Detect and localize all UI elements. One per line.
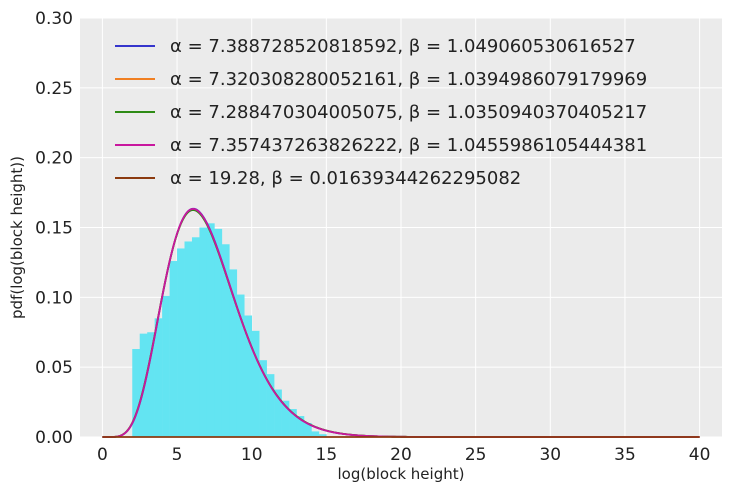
y-tick-label: 0.05	[35, 358, 73, 378]
histogram-bar	[191, 237, 200, 437]
legend-label-5: α = 19.28, β = 0.01639344262295082	[170, 168, 521, 189]
series-lines	[102, 207, 700, 438]
tick-labels: 0 5 10 15 20 25 30 35 40 0.00 0.05 0.10 0.15 0.20 0.25…	[35, 9, 710, 465]
x-axis-label: log(block height)	[338, 465, 465, 483]
y-tick-label: 0.30	[35, 9, 73, 29]
histogram-bar	[132, 349, 141, 437]
x-tick-label: 40	[689, 445, 711, 465]
histogram-bar	[184, 241, 193, 437]
x-tick-label: 10	[241, 445, 263, 465]
histogram-bar	[259, 360, 267, 437]
histogram-bar	[274, 389, 282, 437]
y-tick-label: 0.25	[35, 79, 73, 99]
legend-label-3: α = 7.288470304005075, β = 1.03509403704…	[170, 102, 647, 123]
y-tick-label: 0.00	[35, 428, 73, 448]
histogram-bar	[177, 248, 185, 437]
histogram-bar	[162, 295, 170, 437]
histogram-bar	[244, 315, 252, 437]
x-tick-label: 0	[97, 445, 108, 465]
histogram-bar	[296, 416, 305, 437]
x-tick-label: 15	[316, 445, 338, 465]
y-tick-label: 0.20	[35, 149, 73, 169]
histogram-bar	[251, 330, 260, 437]
histogram-bar	[303, 423, 312, 437]
histogram	[132, 223, 327, 437]
histogram-bar	[206, 223, 215, 437]
legend-label-2: α = 7.320308280052161, β = 1.03949860791…	[170, 69, 647, 90]
x-tick-label: 30	[539, 445, 561, 465]
x-tick-label: 20	[390, 445, 412, 465]
histogram-bar	[154, 318, 163, 437]
histogram-bar	[318, 434, 327, 437]
x-tick-label: 5	[172, 445, 183, 465]
y-axis-label: pdf(log(block height))	[8, 156, 26, 319]
histogram-bar	[229, 269, 238, 437]
legend-label-4: α = 7.357437263826222, β = 1.04559861054…	[170, 135, 647, 156]
histogram-bar	[281, 400, 290, 437]
x-tick-label: 35	[614, 445, 636, 465]
histogram-bar	[236, 294, 245, 437]
x-tick-label: 25	[465, 445, 487, 465]
legend-label-1: α = 7.388728520818592, β = 1.04906053061…	[170, 36, 636, 57]
histogram-bar	[311, 431, 320, 437]
histogram-bar	[289, 409, 297, 437]
histogram-bar	[199, 227, 208, 437]
histogram-bar	[147, 332, 155, 437]
y-tick-label: 0.15	[35, 219, 73, 239]
histogram-bar	[221, 244, 230, 437]
histogram-bar	[214, 228, 223, 437]
legend: α = 7.388728520818592, β = 1.04906053061…	[115, 36, 647, 189]
histogram-bar	[169, 261, 178, 437]
histogram-bar	[266, 374, 275, 437]
y-tick-label: 0.10	[35, 288, 73, 308]
